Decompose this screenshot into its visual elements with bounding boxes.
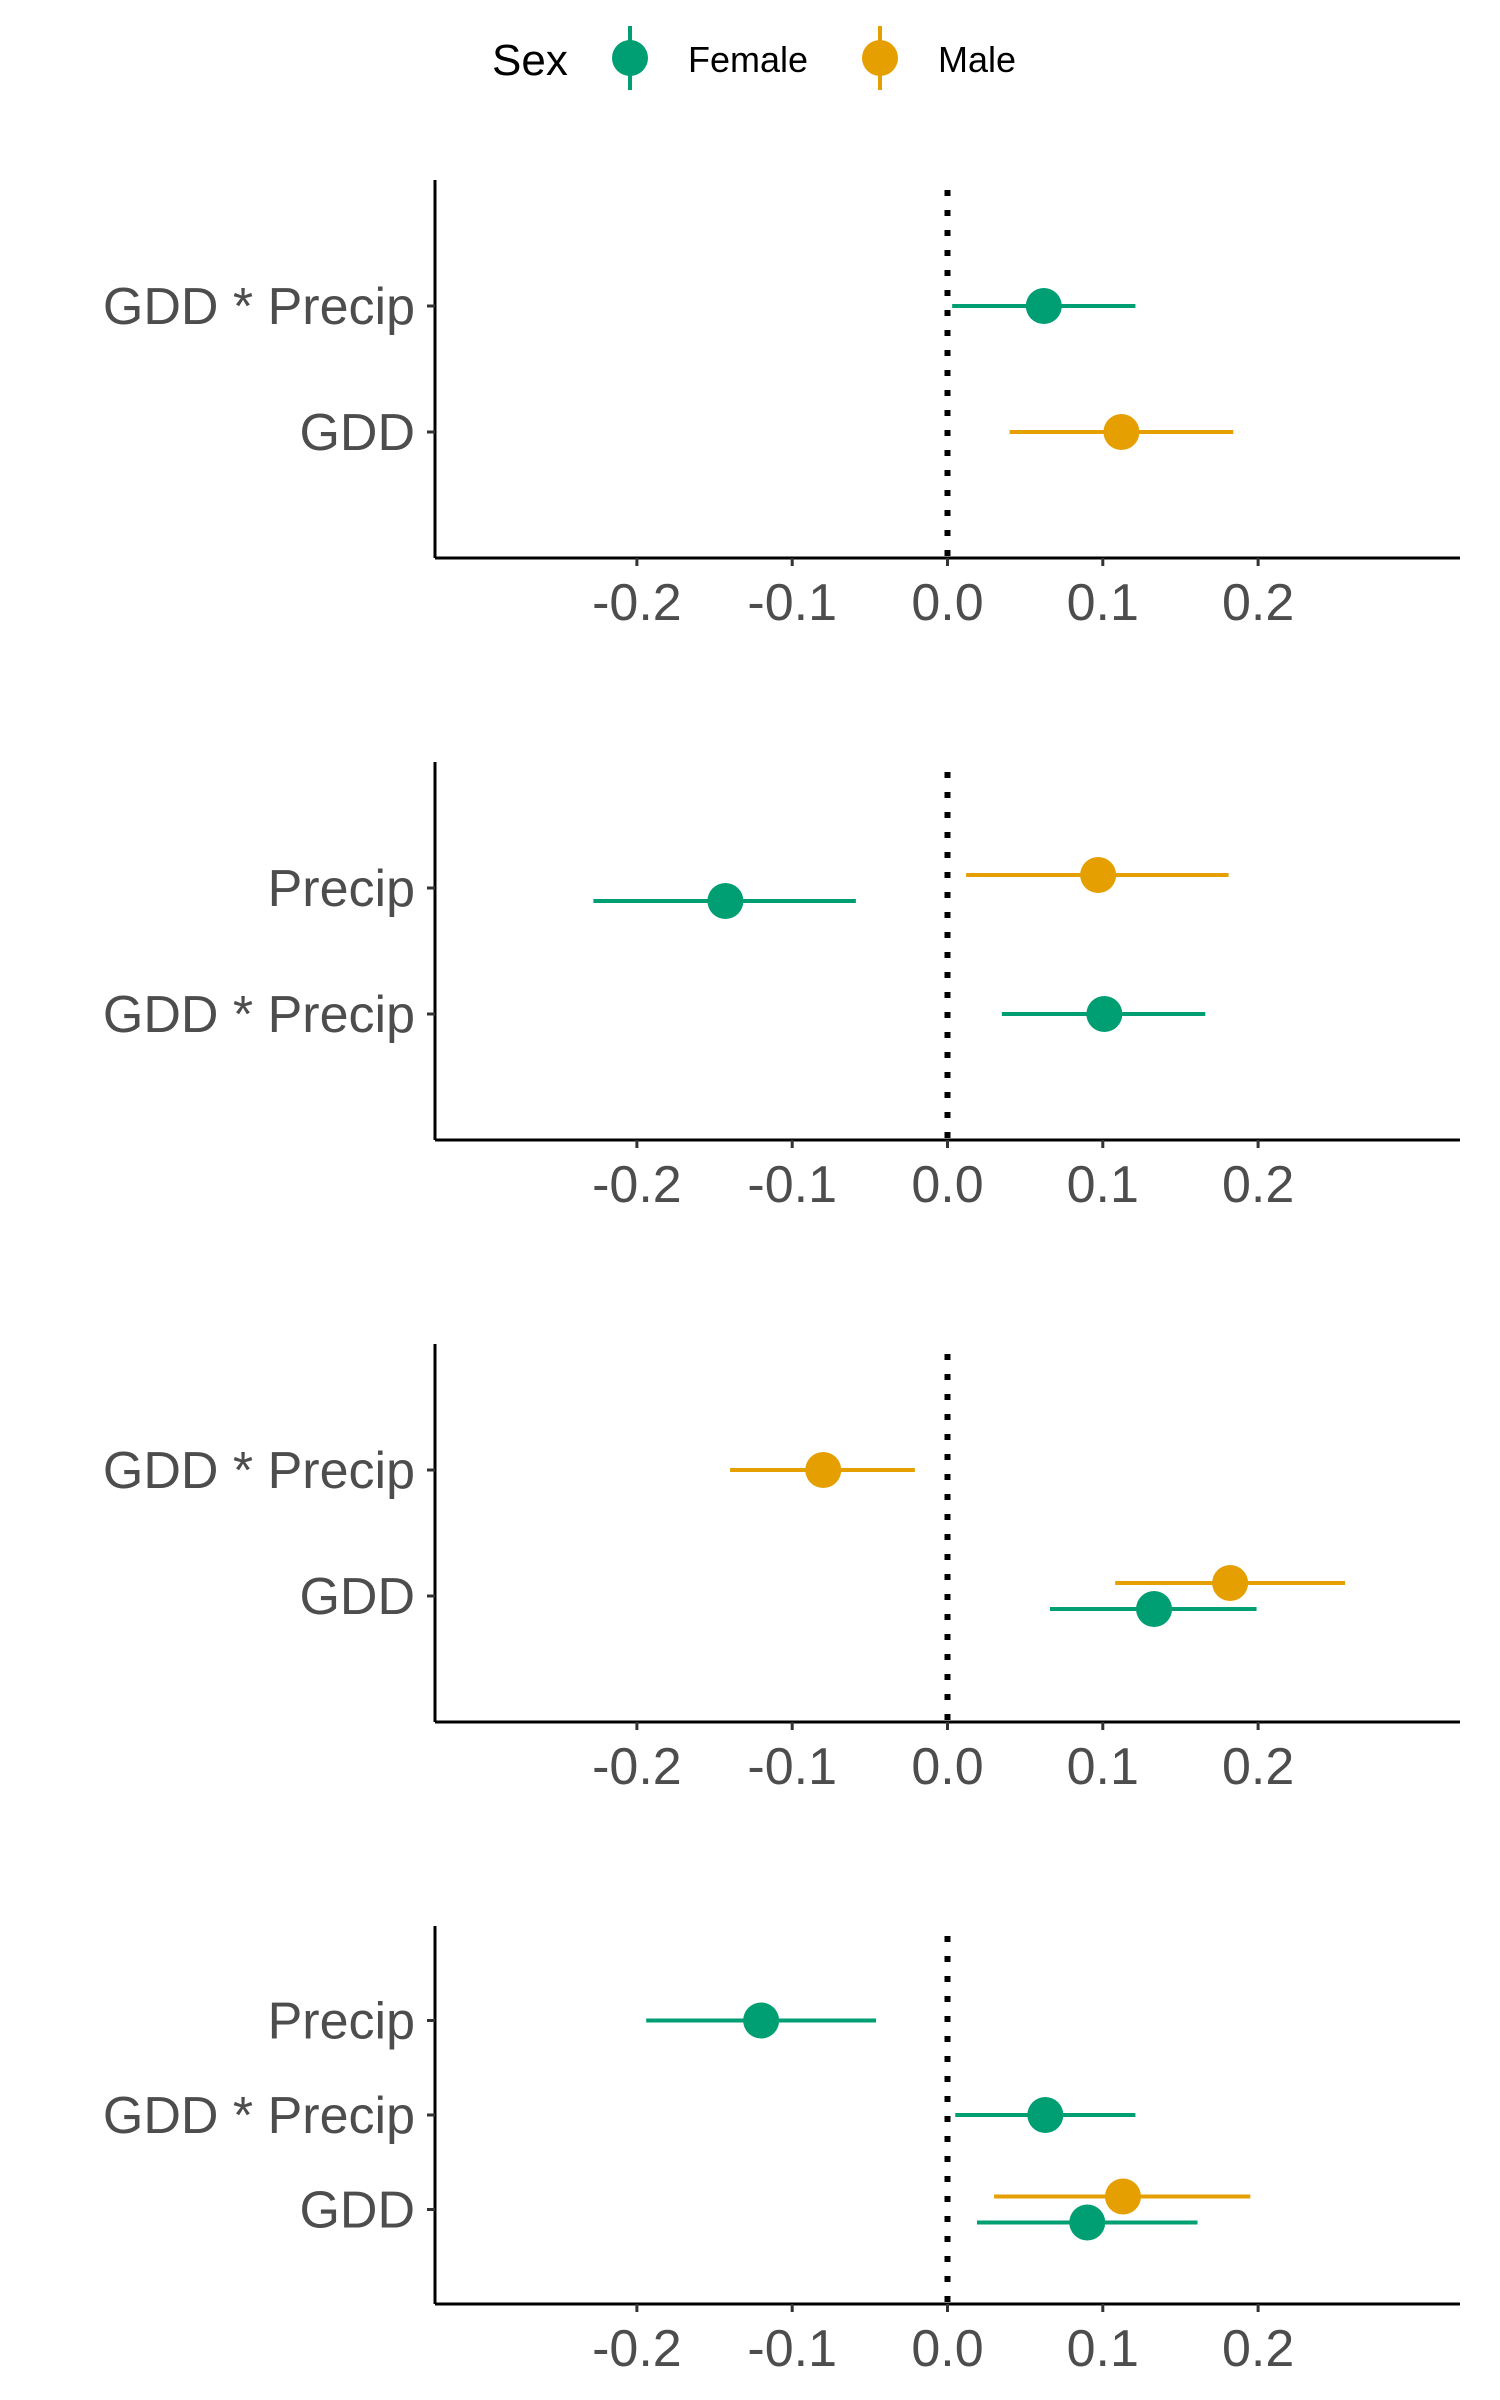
y-tick-label: GDD: [299, 2182, 415, 2240]
panel-1: GDD * Precip GDD -0.2 -0.1 0.0 0.1 0.2: [103, 180, 1460, 632]
point-male: [1103, 414, 1140, 450]
x-tick-label: -0.1: [747, 2320, 837, 2378]
point-male: [1104, 2178, 1141, 2215]
y-tick-label: GDD * Precip: [103, 986, 415, 1044]
x-tick-label: -0.2: [592, 574, 682, 632]
x-tick-label: 0.0: [911, 2320, 983, 2378]
panel-4: Precip GDD * Precip GDD -0.2 -0.1 0.0 0.1 0.2: [103, 1926, 1460, 2378]
x-tick-label: 0.1: [1067, 2320, 1139, 2378]
x-tick-label: 0.2: [1222, 2320, 1294, 2378]
y-tick-label: Precip: [268, 860, 415, 918]
x-tick-label: 0.2: [1222, 574, 1294, 632]
point-male: [1212, 1565, 1249, 1601]
panels: GDD * Precip GDD -0.2 -0.1 0.0 0.1 0.2 Precip GD…: [103, 180, 1460, 2378]
point-female: [707, 883, 744, 919]
legend-title: Sex: [492, 36, 568, 85]
x-tick-label: 0.0: [911, 574, 983, 632]
x-tick-label: -0.1: [747, 1738, 837, 1796]
x-tick-label: -0.2: [592, 2320, 682, 2378]
legend-label-female: Female: [688, 39, 808, 80]
point-female: [1069, 2204, 1106, 2241]
point-male: [805, 1452, 842, 1488]
y-tick-label: GDD * Precip: [103, 2087, 415, 2145]
y-tick-label: Precip: [268, 1993, 415, 2051]
legend-swatch-male: [862, 40, 898, 76]
panel-3: GDD * Precip GDD -0.2 -0.1 0.0 0.1 0.2: [103, 1344, 1460, 1796]
legend-label-male: Male: [938, 39, 1016, 80]
y-tick-label: GDD * Precip: [103, 278, 415, 336]
panel-2: Precip GDD * Precip -0.2 -0.1 0.0 0.1 0.2: [103, 762, 1460, 1214]
point-female: [1027, 2097, 1064, 2133]
legend-item-male: Male: [862, 26, 1016, 90]
legend-swatch-female: [612, 40, 648, 76]
point-female: [1136, 1591, 1173, 1627]
point-female: [1025, 288, 1062, 324]
x-tick-label: 0.1: [1067, 1156, 1139, 1214]
x-tick-label: -0.2: [592, 1738, 682, 1796]
x-tick-label: -0.2: [592, 1156, 682, 1214]
x-tick-label: 0.1: [1067, 1738, 1139, 1796]
y-tick-label: GDD: [299, 1568, 415, 1626]
x-tick-label: 0.0: [911, 1156, 983, 1214]
x-tick-label: 0.2: [1222, 1738, 1294, 1796]
x-tick-label: 0.0: [911, 1738, 983, 1796]
legend-item-female: Female: [612, 26, 808, 90]
x-tick-label: 0.1: [1067, 574, 1139, 632]
point-female: [743, 2002, 780, 2039]
y-tick-label: GDD: [299, 404, 415, 462]
x-tick-label: -0.1: [747, 1156, 837, 1214]
point-male: [1080, 857, 1117, 893]
legend: Sex Female Male: [492, 26, 1016, 90]
x-tick-label: -0.1: [747, 574, 837, 632]
y-tick-label: GDD * Precip: [103, 1442, 415, 1500]
point-female: [1086, 996, 1123, 1032]
x-tick-label: 0.2: [1222, 1156, 1294, 1214]
